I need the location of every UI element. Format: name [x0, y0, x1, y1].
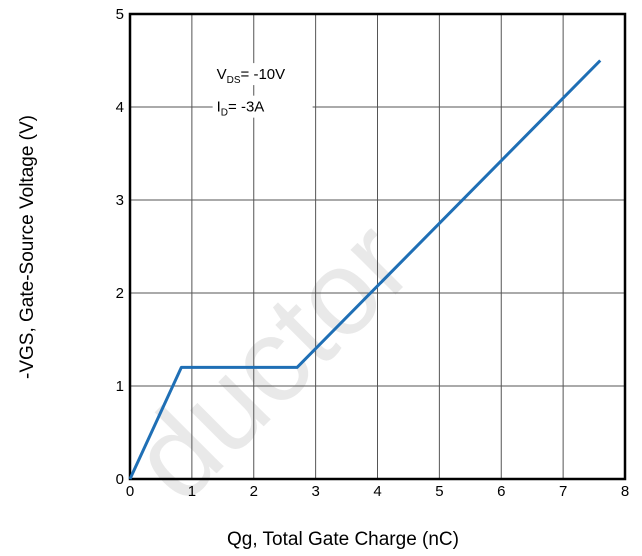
annotation-symbol: V — [217, 66, 227, 83]
y-tick-label: 2 — [116, 285, 124, 302]
x-tick-label: 5 — [435, 483, 443, 500]
x-tick-labels: 0 1 2 3 4 5 6 7 8 — [126, 483, 629, 500]
annotation-background — [212, 63, 313, 86]
y-tick-label: 5 — [116, 6, 124, 23]
x-tick-label: 8 — [621, 483, 629, 500]
annotation-subscript: D — [221, 108, 228, 119]
annotation-label: ID= -3A — [217, 99, 265, 119]
y-tick-labels: 0 1 2 3 4 5 — [116, 6, 124, 488]
x-axis-label: Qg, Total Gate Charge (nC) — [227, 529, 459, 550]
annotation-symbol: I — [217, 99, 221, 116]
x-tick-label: 3 — [311, 483, 319, 500]
y-tick-label: 1 — [116, 378, 124, 395]
x-tick-label: 6 — [497, 483, 505, 500]
x-tick-label: 4 — [373, 483, 381, 500]
x-tick-label: 0 — [126, 483, 134, 500]
annotation-background — [212, 95, 313, 118]
x-tick-label: 2 — [250, 483, 258, 500]
annotation-value: = -10V — [241, 66, 286, 83]
annotations: VDS= -10V ID= -3A — [212, 63, 313, 119]
grid — [130, 14, 625, 479]
annotation-value: = -3A — [228, 99, 264, 116]
plot-frame — [128, 12, 627, 481]
annotation-label: VDS= -10V — [217, 66, 286, 86]
x-tick-label: 1 — [188, 483, 196, 500]
series-line — [128, 59, 602, 480]
x-tick-label: 7 — [559, 483, 567, 500]
annotation-subscript: DS — [227, 75, 241, 86]
y-axis-label: -VGS, Gate-Source Voltage (V) — [17, 115, 38, 379]
watermark: ductor — [106, 196, 437, 527]
y-tick-label: 4 — [116, 99, 124, 116]
y-tick-label: 3 — [116, 192, 124, 209]
y-tick-label: 0 — [116, 471, 124, 488]
series-group — [128, 59, 602, 480]
